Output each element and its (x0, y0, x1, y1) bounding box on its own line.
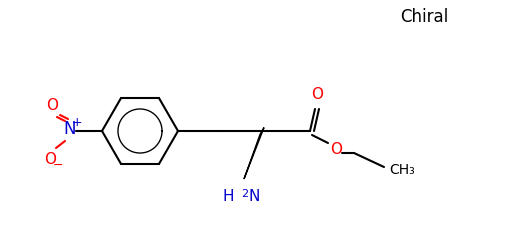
Text: 2: 2 (241, 189, 248, 199)
Text: Chiral: Chiral (400, 8, 448, 26)
Text: N: N (248, 189, 260, 204)
Polygon shape (244, 127, 264, 179)
Text: +: + (72, 116, 82, 128)
Text: O: O (44, 151, 56, 167)
Text: N: N (64, 120, 76, 138)
Text: −: − (53, 159, 63, 172)
Text: O: O (330, 142, 342, 158)
Text: O: O (46, 98, 58, 113)
Text: O: O (311, 86, 323, 102)
Text: H: H (223, 189, 234, 204)
Text: CH₃: CH₃ (389, 163, 415, 177)
